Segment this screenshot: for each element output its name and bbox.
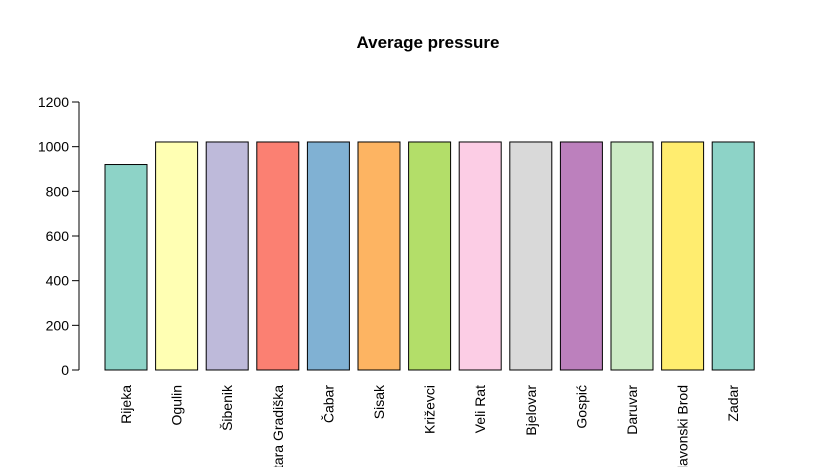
bar — [711, 141, 755, 371]
y-tick-label: 1000 — [38, 139, 69, 155]
x-tick-label: Daruvar — [624, 385, 640, 435]
x-tick-label: Čabar — [320, 385, 336, 423]
x-tick-label: Gospić — [573, 385, 589, 429]
bar — [408, 141, 452, 371]
x-tick-label: Ogulin — [169, 385, 185, 425]
y-tick-label: 600 — [46, 228, 70, 244]
x-tick-label: Bjelovar — [523, 385, 539, 436]
bar — [306, 141, 350, 371]
x-axis-labels: Rijeka Ogulin Šibenik Stara Gradiška Čabar Si… — [118, 384, 741, 467]
y-tick-label: 800 — [46, 183, 70, 199]
x-tick-label: Veli Rat — [472, 385, 488, 433]
y-axis: 0 200 400 600 800 1000 1200 — [38, 94, 80, 378]
bar — [509, 141, 553, 371]
bar — [610, 141, 654, 371]
bar — [559, 141, 603, 371]
bar — [458, 141, 502, 371]
y-tick-label: 0 — [61, 362, 69, 378]
x-tick-label: Križevci — [422, 385, 438, 434]
bar — [661, 141, 705, 371]
x-tick-label: Zadar — [725, 385, 741, 422]
x-tick-label: Rijeka — [118, 385, 134, 424]
bar — [205, 141, 249, 371]
y-tick-label: 200 — [46, 317, 70, 333]
bar — [155, 141, 199, 371]
y-tick-label: 1200 — [38, 94, 69, 110]
bar — [357, 141, 401, 371]
bar — [104, 164, 148, 371]
x-tick-label: Slavonski Brod — [675, 385, 691, 467]
bar — [256, 141, 300, 371]
y-tick-label: 400 — [46, 273, 70, 289]
x-tick-label: Stara Gradiška — [270, 385, 286, 467]
x-tick-label: Šibenik — [219, 384, 235, 431]
chart-title: Average pressure — [356, 33, 499, 52]
bars — [104, 141, 755, 371]
x-tick-label: Sisak — [371, 384, 387, 419]
